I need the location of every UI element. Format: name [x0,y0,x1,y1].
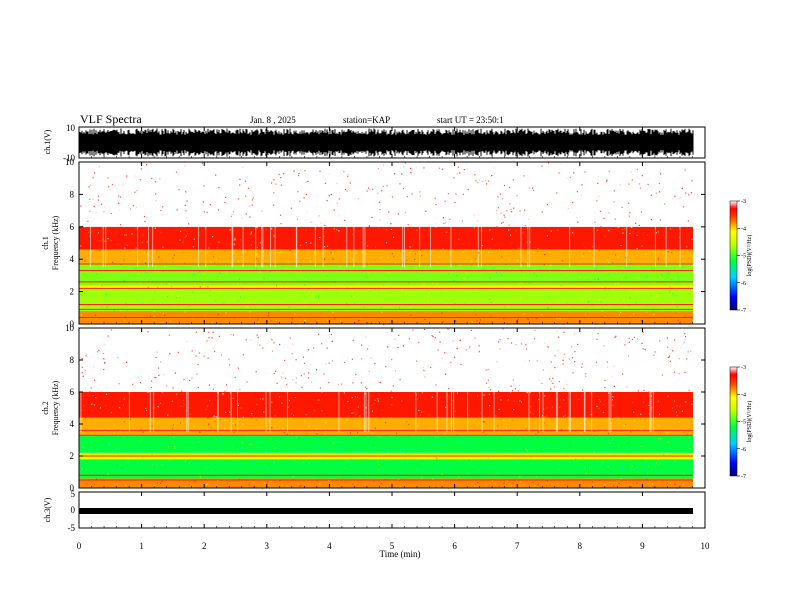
ch2-colorbar-gradient [729,366,738,477]
x-tick-label-1: 1 [139,541,144,551]
cb2-tick--3: -3 [741,365,746,371]
p3-data-speckle [79,328,695,490]
x-tick-label-4: 4 [327,541,332,551]
p3-data-vertical-streaks [80,328,654,432]
cb2-tick--7: -7 [741,474,746,480]
p2-data-ytick-8: 8 [70,189,75,199]
ch1-spectrogram-ylabel-frequency: Frequency (kHz) [51,215,60,270]
ch3-waveform-panel: 5 0 -5 ch.3(V) [43,489,706,533]
p2-data-ytick-0: 0 [70,319,75,329]
p3-data-ytick-2: 2 [70,451,75,461]
p2-data-band-3 [79,264,693,286]
ch3-ytick-5: 5 [71,489,76,499]
p2-data-band-4 [79,249,693,265]
cb1-tick--5: -5 [741,254,746,260]
x-tick-label-6: 6 [452,541,457,551]
cb1-tick--3: -3 [741,199,746,205]
ch3-ytick-0: 0 [71,505,76,515]
x-tick-label-7: 7 [515,541,520,551]
ch1-colorbar-gradient [729,200,738,311]
p3-data-band-1 [79,459,693,479]
ch1-spectrogram-panel: 0 2 4 6 8 10 ch.1 Frequency (kHz) [41,157,706,329]
x-axis-label: Time (min) [380,549,421,559]
cb2-tick--5: -5 [741,420,746,426]
p2-data-band-2 [79,285,693,289]
p3-data-band-4 [79,417,693,436]
ch2-spectrogram-ylabel-channel: ch.2 [41,401,50,415]
cb1-tick--4: -4 [741,226,746,232]
p2-data-ytick-6: 6 [70,222,75,232]
x-tick-label-0: 0 [77,541,82,551]
x-tick-label-8: 8 [578,541,583,551]
p2-data-band-5 [79,226,693,250]
p3-data-ytick-8: 8 [70,355,75,365]
cb2-label: log(PSD)(V²/Hz) [746,401,753,442]
ch1-waveform-trace [78,128,694,157]
p3-data-ytick-10: 10 [65,323,75,333]
x-tick-label-10: 10 [701,541,711,551]
header-station: station=KAP [343,115,390,125]
figure-title: VLF Spectra [80,112,142,126]
header-date: Jan. 8 , 2025 [250,115,296,125]
ch2-spectrogram-panel: 0 2 4 6 8 10 ch.2 Frequency (kHz) [41,323,706,493]
ch1-ytick-bottom: -10 [63,153,75,163]
x-tick-label-9: 9 [640,541,645,551]
ch1-colorbar: -3 -4 -5 -6 -7 log(PSD)(V²/Hz) [729,199,753,314]
x-tick-label-3: 3 [265,541,270,551]
p2-data-vertical-streaks [90,162,681,268]
ch3-ytick-neg5: -5 [68,523,76,533]
ch2-colorbar: -3 -4 -5 -6 -7 log(PSD)(V²/Hz) [729,365,753,480]
ch1-spectrogram-ylabel-channel: ch.1 [41,236,50,250]
p3-data-band-6 [79,328,693,392]
cb1-label: log(PSD)(V²/Hz) [746,235,753,276]
ch2-spectrogram-ylabel-frequency: Frequency (kHz) [51,380,60,435]
p3-data-ytick-0: 0 [70,483,75,493]
ch1-waveform-ylabel: ch.1(V) [43,129,52,154]
ch1-waveform-panel: 10 -10 ch.1(V) [43,123,706,163]
x-tick-label-5: 5 [390,541,395,551]
p2-data-speckle [79,162,693,326]
cb2-tick--4: -4 [741,392,746,398]
p2-data-band-6 [79,162,693,227]
cb1-tick--7: -7 [741,308,746,314]
x-tick-label-2: 2 [202,541,207,551]
p3-data-ytick-4: 4 [70,419,75,429]
cb1-tick--6: -6 [741,281,746,287]
p3-data-band-5 [79,392,693,418]
p2-data-ytick-10: 10 [65,157,75,167]
x-axis-ticks: 0 1 2 3 4 5 6 7 8 9 10 [77,127,710,551]
p2-data-ytick-2: 2 [70,287,75,297]
header-start-ut: start UT = 23:50:1 [437,115,504,125]
p2-data-band-1 [79,288,693,312]
ch3-waveform-ylabel: ch.3(V) [43,497,52,522]
cb2-tick--6: -6 [741,447,746,453]
p3-data-band-0 [79,478,693,488]
p2-data-ytick-4: 4 [70,254,75,264]
ch1-ytick-top: 10 [66,123,76,133]
p3-data-ytick-6: 6 [70,387,75,397]
